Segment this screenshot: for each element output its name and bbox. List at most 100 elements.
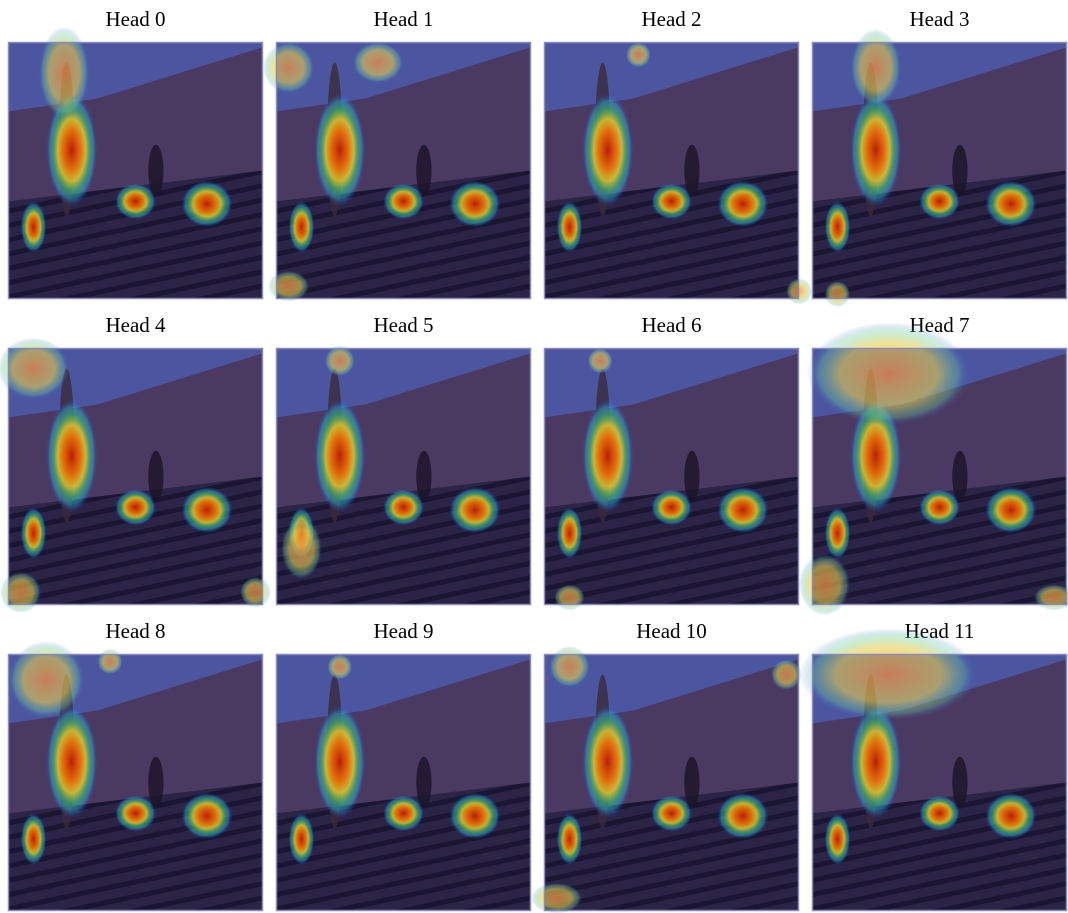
shadow	[684, 757, 699, 808]
attention-blob	[314, 93, 365, 206]
shadow	[952, 757, 967, 808]
attention-panel: Head 2	[544, 7, 812, 304]
attention-blob	[449, 181, 500, 227]
attention-blob	[587, 348, 613, 374]
attention-panel: Head 5	[276, 313, 531, 605]
panel-title: Head 5	[373, 313, 433, 337]
attention-blob	[850, 93, 901, 206]
attention-blob	[0, 572, 41, 613]
attention-blob	[985, 793, 1036, 839]
attention-blob	[557, 813, 583, 864]
attention-panel: Head 10	[531, 619, 801, 913]
attention-blob	[557, 201, 583, 252]
attention-panel: Head 7	[799, 313, 1068, 615]
attention-blob	[825, 507, 851, 558]
panel-title: Head 1	[373, 7, 433, 31]
attention-blob	[8, 641, 85, 718]
attention-blob	[985, 181, 1036, 227]
attention-blob	[449, 487, 500, 533]
attention-blob	[531, 883, 582, 913]
attention-blob	[21, 813, 47, 864]
attention-blob	[263, 42, 314, 93]
panel-title: Head 10	[636, 619, 707, 643]
attention-blob	[314, 399, 365, 512]
shadow	[148, 451, 163, 502]
attention-blob	[919, 183, 960, 219]
panel-title: Head 2	[641, 7, 701, 31]
attention-blob	[281, 518, 322, 580]
shadow	[148, 145, 163, 196]
attention-panel: Head 4	[0, 313, 271, 613]
attention-blob	[549, 646, 590, 687]
attention-blob	[314, 705, 365, 818]
attention-blob	[651, 795, 692, 831]
attention-blob	[181, 181, 232, 227]
attention-panel: Head 0	[8, 7, 263, 299]
attention-blob	[383, 183, 424, 219]
attention-blob	[799, 554, 850, 616]
attention-blob	[0, 338, 69, 400]
panel-title: Head 6	[641, 313, 701, 337]
attention-blob	[39, 27, 90, 120]
attention-blob	[582, 93, 633, 206]
attention-blob	[717, 793, 768, 839]
attention-blob	[717, 181, 768, 227]
attention-blob	[383, 795, 424, 831]
attention-blob	[181, 487, 232, 533]
shadow	[684, 451, 699, 502]
attention-blob	[651, 183, 692, 219]
attention-blob	[383, 489, 424, 525]
figure: Head 0 Head 1 Head 2 Head 3 Head 4 Head 5 Head…	[0, 0, 1068, 913]
shadow	[148, 757, 163, 808]
attention-blob	[807, 322, 970, 425]
attention-blob	[21, 201, 47, 252]
attention-blob	[825, 201, 851, 252]
attention-blob	[771, 659, 802, 690]
attention-blob	[115, 183, 156, 219]
attention-blob	[582, 399, 633, 512]
attention-blob	[240, 577, 271, 608]
attention-blob	[985, 487, 1036, 533]
attention-blob	[919, 489, 960, 525]
attention-panel: Head 3	[812, 7, 1067, 307]
attention-blob	[21, 507, 47, 558]
attention-blob	[850, 705, 901, 818]
attention-blob	[268, 271, 309, 302]
attention-blob	[353, 42, 404, 83]
attention-blob	[449, 793, 500, 839]
attention-panel: Head 8	[8, 619, 263, 911]
shadow	[684, 145, 699, 196]
attention-panel: Head 1	[263, 7, 531, 302]
attention-blob	[557, 507, 583, 558]
attention-blob	[850, 29, 901, 106]
attention-blob	[919, 795, 960, 831]
shadow	[416, 451, 431, 502]
attention-blob	[626, 42, 652, 68]
attention-blob	[324, 345, 355, 376]
panel-title: Head 9	[373, 619, 433, 643]
attention-panel: Head 11	[799, 619, 1067, 911]
attention-blob	[582, 705, 633, 818]
panel-title: Head 4	[105, 313, 166, 337]
attention-blob	[289, 201, 315, 252]
attention-blob	[115, 795, 156, 831]
attention-blob	[825, 281, 851, 307]
panel-title: Head 0	[105, 7, 165, 31]
attention-blob	[825, 813, 851, 864]
attention-blob	[799, 628, 978, 721]
attention-blob	[46, 399, 97, 512]
shadow	[952, 145, 967, 196]
attention-blob	[97, 649, 123, 675]
attention-blob	[554, 584, 585, 610]
attention-blob	[651, 489, 692, 525]
attention-blob	[181, 793, 232, 839]
attention-blob	[327, 654, 353, 680]
shadow	[416, 145, 431, 196]
attention-panel: Head 6	[544, 313, 799, 610]
attention-blob	[717, 487, 768, 533]
attention-blob	[289, 813, 315, 864]
shadow	[952, 451, 967, 502]
panel-title: Head 3	[909, 7, 969, 31]
attention-panel: Head 9	[276, 619, 531, 911]
attention-blob	[115, 489, 156, 525]
